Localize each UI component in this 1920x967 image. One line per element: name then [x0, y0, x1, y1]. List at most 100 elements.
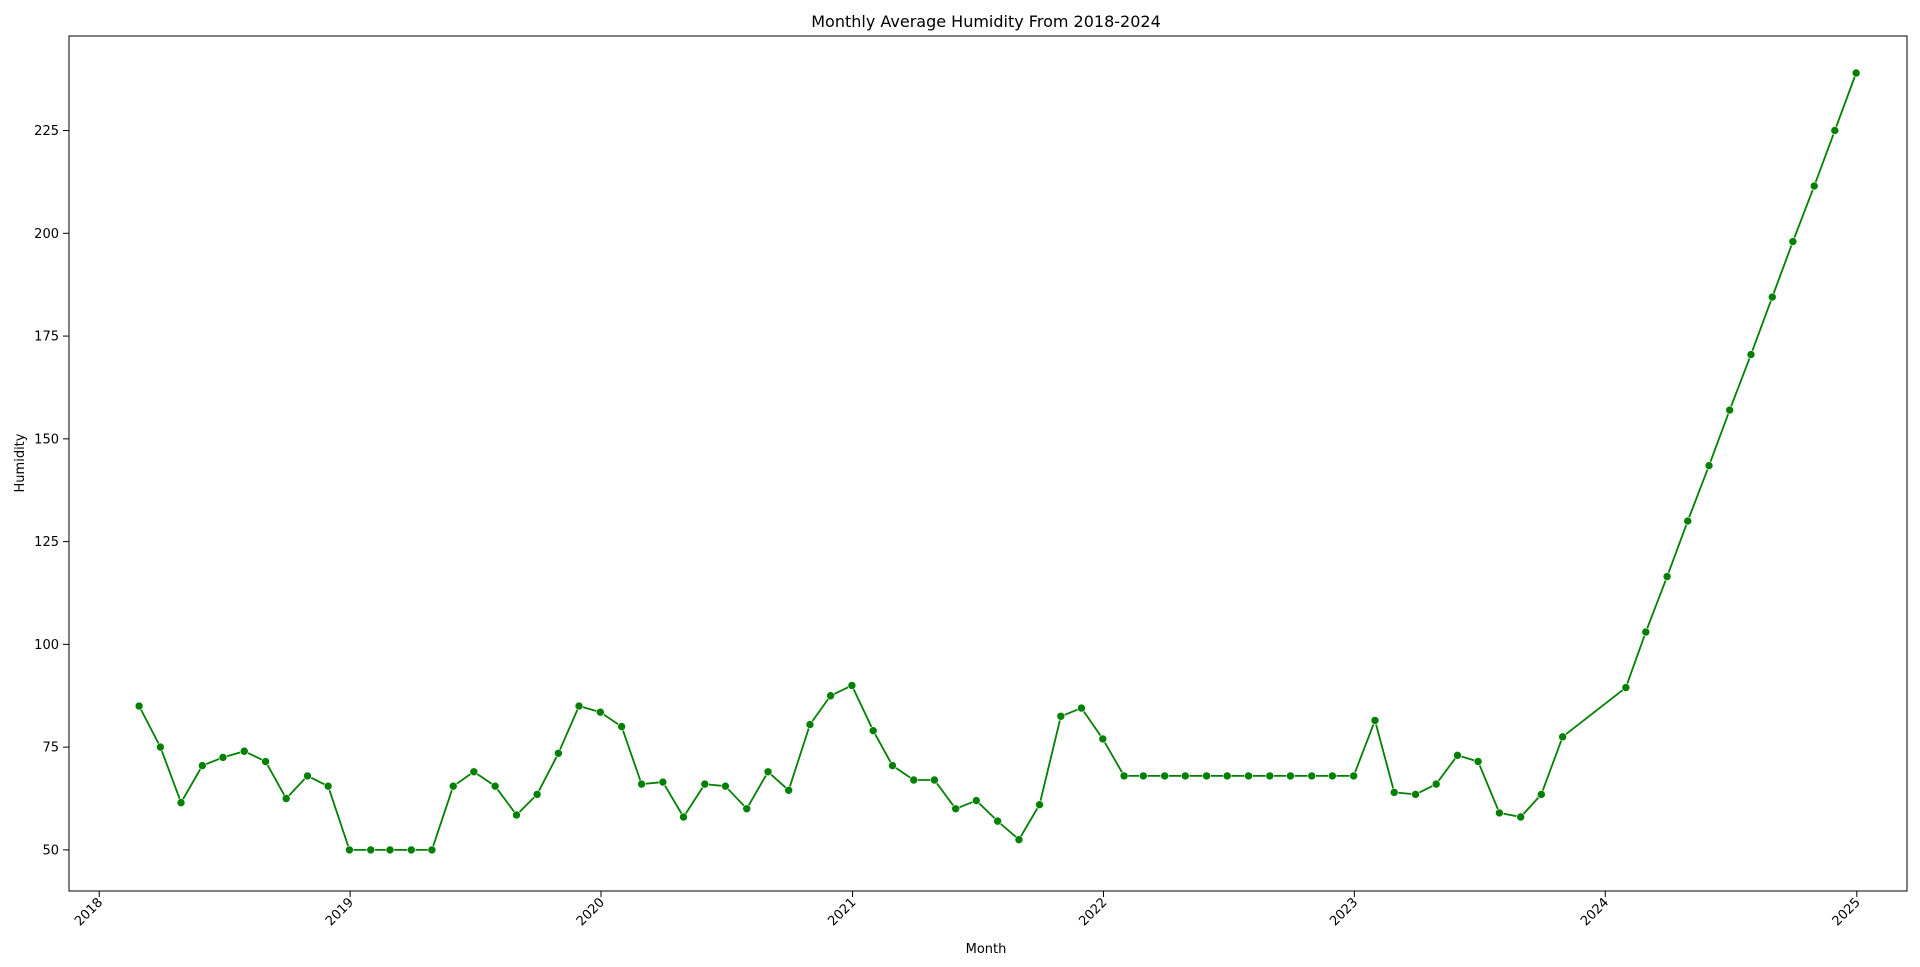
data-point — [1222, 771, 1232, 781]
y-tick-label: 175 — [34, 330, 59, 345]
data-point — [1307, 771, 1317, 781]
data-point — [868, 726, 878, 735]
data-point — [532, 790, 542, 799]
data-point — [448, 781, 458, 791]
y-tick-label: 50 — [42, 843, 59, 858]
data-point — [1411, 790, 1420, 799]
data-point — [1328, 771, 1337, 781]
data-point — [1809, 181, 1819, 191]
data-point — [658, 777, 668, 787]
x-axis: 2018 2019 2020 2021 2022 2023 2024 2025 — [72, 891, 1864, 929]
data-point — [1265, 771, 1275, 781]
data-point — [1788, 237, 1798, 246]
data-point — [1746, 350, 1756, 359]
data-point — [826, 691, 835, 701]
data-point — [1370, 716, 1380, 725]
data-point — [993, 816, 1002, 826]
data-point — [1139, 771, 1148, 781]
data-point — [951, 804, 960, 814]
data-point — [1349, 771, 1358, 781]
data-point — [1119, 771, 1129, 781]
data-point — [1453, 751, 1462, 760]
data-point — [427, 845, 437, 855]
y-tick-label: 125 — [34, 535, 59, 550]
data-point — [323, 781, 333, 791]
x-tick-label: 2024 — [1578, 895, 1612, 929]
y-axis: 50 75 100 125 150 175 200 225 — [34, 124, 69, 858]
data-point — [490, 781, 500, 791]
data-point — [1495, 808, 1504, 818]
data-point — [596, 707, 605, 717]
data-point — [805, 720, 815, 729]
data-point — [198, 761, 207, 770]
series-layer — [134, 68, 1861, 855]
x-tick-label: 2018 — [72, 895, 106, 929]
data-point — [512, 810, 521, 820]
data-point — [679, 812, 688, 822]
data-point — [156, 742, 165, 752]
data-point — [554, 748, 563, 758]
y-tick-label: 150 — [34, 432, 59, 447]
data-point — [176, 798, 186, 807]
data-point — [385, 845, 395, 855]
data-point — [281, 794, 291, 803]
x-tick-label: 2022 — [1076, 895, 1110, 929]
x-tick-label: 2023 — [1327, 895, 1361, 929]
y-tick-label: 75 — [42, 741, 59, 756]
y-axis-title: Humidity — [13, 433, 28, 492]
data-point — [1704, 461, 1714, 470]
data-point — [261, 757, 270, 766]
x-tick-label: 2019 — [323, 895, 357, 929]
data-point — [1621, 683, 1631, 692]
data-point — [1516, 812, 1525, 822]
data-point — [1077, 703, 1086, 713]
data-point — [847, 681, 857, 690]
data-point — [1202, 771, 1211, 781]
x-tick-label: 2020 — [574, 895, 608, 929]
data-point — [1098, 734, 1108, 744]
x-axis-title: Month — [966, 942, 1007, 957]
data-point — [637, 779, 646, 789]
y-tick-label: 200 — [34, 227, 59, 242]
data-point — [1035, 800, 1044, 809]
data-point — [1180, 771, 1190, 781]
data-point — [972, 796, 981, 805]
plot-frame — [68, 35, 1908, 892]
data-point — [1683, 516, 1693, 526]
data-point — [1056, 711, 1066, 721]
data-point — [909, 775, 919, 785]
data-point — [218, 753, 228, 762]
data-point — [469, 767, 479, 777]
data-point — [1286, 771, 1295, 781]
data-point — [239, 746, 249, 756]
data-point — [303, 771, 312, 781]
data-point — [1641, 627, 1651, 637]
data-point — [1558, 732, 1567, 742]
data-point — [1389, 788, 1399, 797]
data-point — [1431, 779, 1441, 789]
data-point — [784, 785, 793, 795]
data-point — [1767, 292, 1777, 302]
x-tick-label: 2025 — [1830, 895, 1864, 929]
data-point — [1851, 68, 1861, 78]
data-point — [1160, 771, 1169, 781]
data-point — [345, 845, 354, 855]
data-point — [721, 781, 730, 791]
data-point — [1014, 835, 1024, 844]
y-tick-label: 225 — [34, 124, 59, 139]
data-point — [1662, 572, 1672, 581]
data-point — [1725, 405, 1734, 415]
data-point — [1830, 126, 1840, 135]
x-tick-label: 2021 — [825, 895, 859, 929]
y-tick-label: 100 — [34, 638, 59, 653]
data-point — [407, 845, 416, 855]
data-point — [1537, 790, 1546, 799]
data-point — [1244, 771, 1253, 781]
data-point — [700, 779, 710, 789]
chart-title: Monthly Average Humidity From 2018-2024 — [811, 12, 1161, 31]
data-point — [574, 701, 584, 711]
data-point — [617, 722, 626, 731]
data-point — [888, 761, 897, 770]
data-point — [366, 845, 376, 855]
